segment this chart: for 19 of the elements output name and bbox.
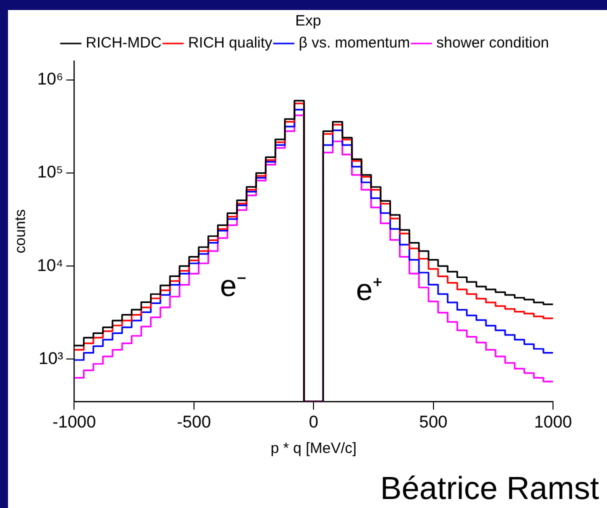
legend-label: RICH quality	[188, 34, 273, 52]
x-tick-label: 0	[308, 412, 318, 432]
y-tick-label: 10⁵	[37, 162, 64, 182]
y-tick-label: 10³	[38, 348, 64, 368]
y-tick-label: 10⁴	[36, 256, 64, 275]
x-tick-label: 500	[419, 412, 448, 432]
legend-label: RICH-MDC	[86, 34, 162, 52]
annotation: e⁺	[356, 274, 383, 307]
annotation: e⁻	[220, 270, 247, 303]
x-axis-title: p * q [MeV/c]	[270, 440, 357, 458]
legend-label: β vs. momentum	[298, 34, 410, 52]
legend-label: shower condition	[436, 34, 550, 52]
x-tick-label: -500	[176, 412, 211, 432]
y-axis-title: counts	[12, 209, 30, 254]
legend-title: Exp	[295, 12, 322, 30]
text: Béatrice Ramst	[380, 470, 599, 506]
x-tick-label: -1000	[52, 412, 96, 432]
x-tick-label: 1000	[534, 412, 572, 432]
y-tick-label: 10⁶	[37, 70, 64, 89]
